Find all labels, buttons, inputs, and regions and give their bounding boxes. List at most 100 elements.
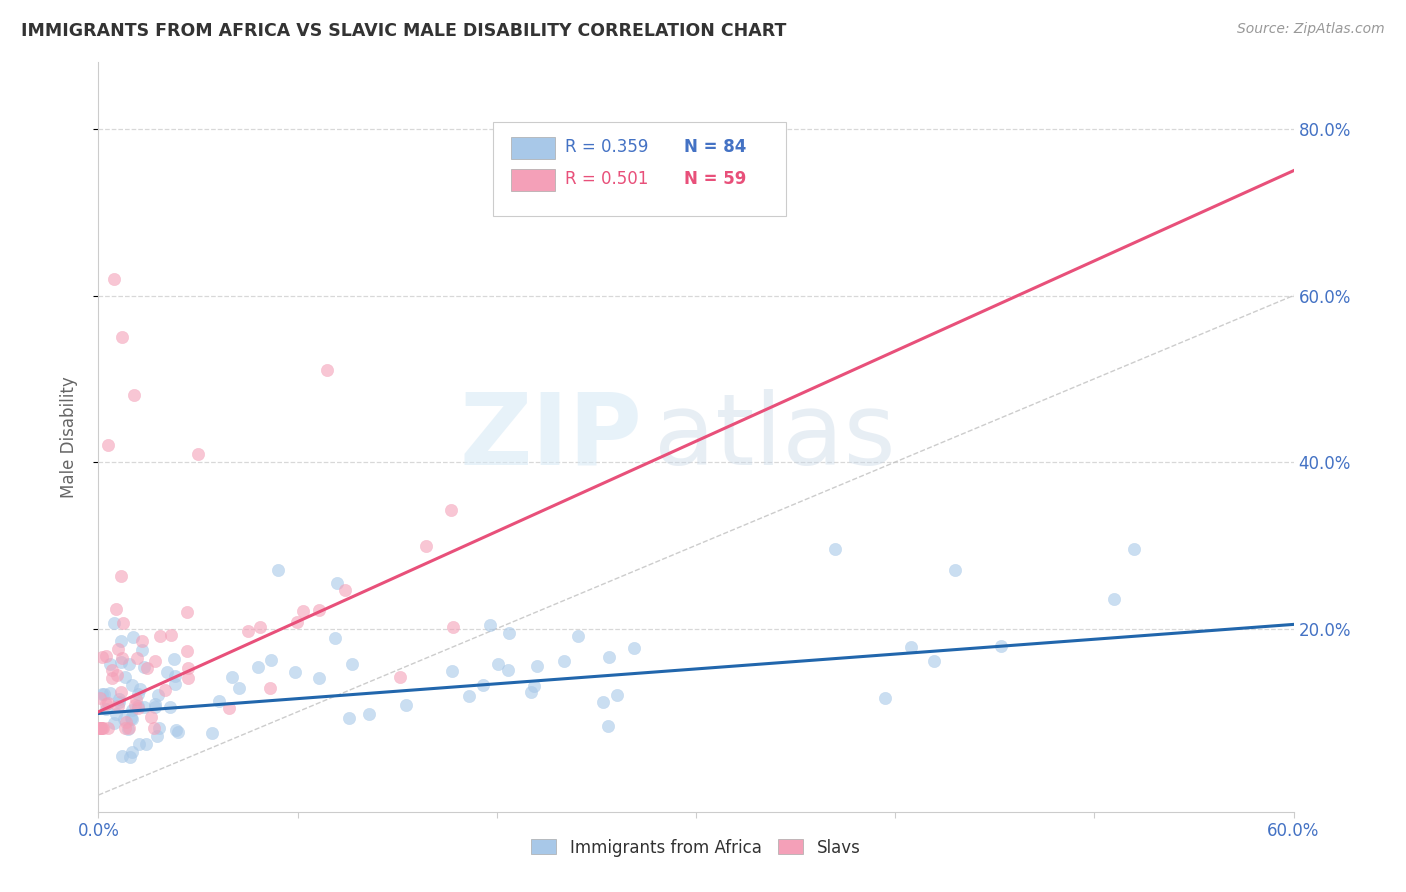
Point (567, 629, 589, 643)
Point (111, 651, 134, 665)
Point (132, 699, 155, 714)
Point (1102, 592, 1125, 607)
Point (458, 689, 481, 703)
Text: atlas: atlas (654, 389, 896, 485)
Point (89, 722, 111, 736)
Point (163, 669, 186, 683)
Point (415, 539, 437, 553)
Point (228, 681, 250, 695)
Point (596, 719, 619, 733)
Point (120, 749, 142, 764)
Point (120, 711, 142, 725)
Point (221, 670, 243, 684)
Point (441, 664, 464, 678)
Point (125, 692, 148, 706)
Point (90, 722, 112, 736)
Point (112, 616, 135, 631)
Point (496, 663, 519, 677)
Point (121, 678, 143, 692)
Point (107, 642, 129, 657)
Point (94, 648, 117, 663)
Point (121, 745, 143, 759)
Point (176, 661, 198, 675)
Point (131, 643, 153, 657)
Point (340, 657, 363, 671)
Point (247, 660, 270, 674)
Point (523, 679, 546, 693)
Point (146, 688, 169, 702)
Point (900, 640, 922, 654)
Point (94, 701, 117, 715)
Point (89, 722, 111, 736)
Point (110, 655, 132, 669)
Point (98, 657, 121, 672)
Text: R = 0.359: R = 0.359 (565, 138, 648, 156)
Point (114, 722, 136, 736)
Text: ZIP: ZIP (460, 389, 643, 485)
Point (176, 644, 198, 658)
Point (267, 563, 290, 577)
Point (103, 615, 125, 630)
Point (110, 685, 132, 699)
Point (91, 722, 114, 736)
Point (111, 748, 134, 763)
Point (308, 671, 330, 685)
Point (238, 624, 260, 638)
Text: R = 0.501: R = 0.501 (565, 169, 648, 187)
Point (146, 729, 169, 743)
Point (922, 654, 945, 668)
Point (90, 650, 112, 665)
Point (131, 634, 153, 648)
Point (260, 653, 283, 667)
Point (143, 700, 166, 714)
Point (292, 604, 315, 618)
Point (526, 659, 548, 673)
Point (623, 641, 645, 656)
Point (520, 685, 543, 699)
Point (824, 542, 846, 557)
Point (440, 502, 463, 516)
Point (284, 665, 307, 680)
Point (159, 700, 181, 714)
Point (259, 681, 281, 695)
Point (114, 670, 136, 684)
Point (127, 701, 149, 715)
Point (112, 712, 135, 726)
Text: N = 59: N = 59 (685, 169, 747, 187)
Point (443, 620, 465, 634)
Point (326, 575, 349, 590)
Point (94, 698, 117, 712)
Point (124, 698, 146, 713)
Point (108, 692, 131, 706)
Point (136, 661, 159, 675)
FancyBboxPatch shape (510, 169, 555, 191)
Point (553, 654, 575, 668)
FancyBboxPatch shape (494, 122, 786, 216)
Point (486, 657, 509, 671)
Text: IMMIGRANTS FROM AFRICA VS SLAVIC MALE DISABILITY CORRELATION CHART: IMMIGRANTS FROM AFRICA VS SLAVIC MALE DI… (21, 22, 786, 40)
Point (339, 711, 361, 725)
Point (149, 629, 172, 643)
Point (143, 654, 166, 668)
Point (127, 699, 149, 714)
Point (155, 682, 177, 697)
Point (117, 723, 139, 737)
Point (103, 272, 125, 286)
Point (115, 715, 138, 730)
Point (943, 563, 966, 577)
Point (606, 688, 628, 702)
Point (156, 665, 179, 679)
Point (249, 620, 271, 634)
Point (218, 701, 240, 715)
Point (89, 691, 111, 706)
Point (121, 703, 143, 717)
Point (107, 668, 129, 682)
Point (187, 447, 209, 461)
Point (990, 639, 1012, 653)
Point (124, 388, 146, 402)
Point (101, 663, 124, 677)
Point (107, 699, 129, 714)
Point (118, 722, 141, 736)
Point (127, 651, 149, 665)
Point (89, 722, 111, 736)
